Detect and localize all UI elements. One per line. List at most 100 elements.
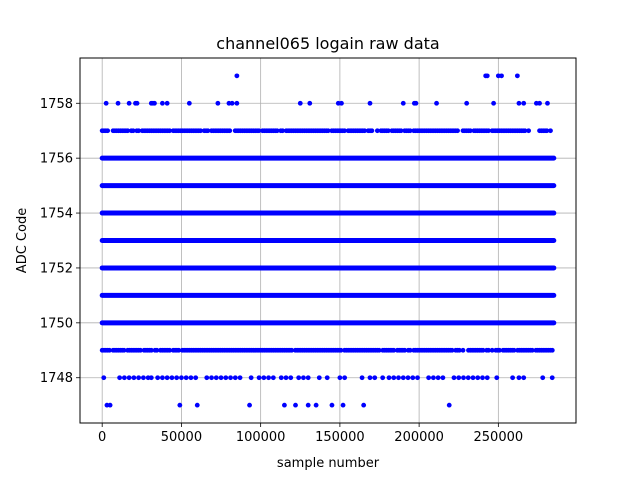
x-tick-label: 0 — [98, 430, 106, 445]
data-point — [470, 375, 476, 381]
data-point — [398, 128, 404, 134]
data-point — [148, 347, 154, 353]
data-point — [391, 375, 397, 381]
data-point — [435, 375, 441, 381]
data-point — [480, 347, 486, 353]
data-point — [164, 100, 170, 106]
data-point — [305, 402, 311, 408]
data-point — [121, 347, 127, 353]
axis-ticks: 0 50000 100000 150000 200000 250000 1748 1750 17… — [40, 97, 523, 445]
data-point — [204, 375, 210, 381]
plot-frame — [79, 57, 577, 424]
data-point — [215, 100, 221, 106]
data-point — [342, 128, 347, 134]
data-point — [521, 375, 527, 381]
data-point — [313, 402, 319, 408]
data-point — [455, 128, 460, 134]
data-point — [234, 100, 240, 106]
data-point — [460, 347, 466, 353]
chart-title: channel065 logain raw data — [216, 34, 439, 53]
data-point — [296, 375, 302, 381]
data-point — [451, 375, 457, 381]
x-axis-label: sample number — [277, 456, 380, 471]
data-point — [342, 375, 348, 381]
data-point — [475, 375, 481, 381]
data-point — [125, 128, 131, 134]
data-point — [372, 375, 378, 381]
data-point — [486, 347, 491, 353]
data-point — [494, 375, 500, 381]
data-point — [160, 100, 165, 106]
data-point — [154, 347, 160, 353]
data-point — [256, 375, 262, 381]
data-point — [136, 128, 142, 134]
data-point — [280, 128, 285, 134]
data-point — [434, 100, 439, 106]
data-point — [400, 100, 406, 106]
data-point — [376, 347, 382, 353]
y-tick-label: 1752 — [40, 261, 73, 276]
data-point — [549, 375, 555, 381]
data-point — [270, 375, 276, 381]
data-point — [134, 100, 140, 106]
data-point — [288, 375, 294, 381]
data-level-1749 — [99, 347, 555, 353]
data-point — [400, 375, 406, 381]
data-point — [228, 375, 233, 381]
data-point — [413, 100, 419, 106]
data-point — [261, 375, 267, 381]
data-point — [526, 128, 532, 134]
data-point — [499, 73, 504, 79]
data-point — [456, 347, 462, 353]
data-point — [361, 402, 367, 408]
data-point — [380, 375, 386, 381]
data-point — [209, 375, 214, 381]
data-point — [256, 128, 262, 134]
data-point — [484, 375, 490, 381]
data-point — [480, 375, 485, 381]
data-point — [497, 347, 502, 353]
data-points — [99, 73, 557, 408]
data-point — [278, 375, 284, 381]
data-point — [103, 100, 109, 106]
data-point — [248, 375, 254, 381]
data-point — [266, 375, 271, 381]
data-point — [229, 100, 235, 106]
data-point — [301, 375, 306, 381]
data-point — [405, 375, 411, 381]
data-point — [339, 100, 344, 106]
data-point — [402, 347, 408, 353]
data-point — [449, 347, 455, 353]
data-point — [283, 375, 289, 381]
data-point — [274, 128, 280, 134]
data-point — [107, 347, 112, 353]
data-point — [340, 402, 346, 408]
data-point — [205, 128, 211, 134]
data-point — [138, 347, 143, 353]
data-point — [514, 73, 520, 79]
data-point — [391, 347, 397, 353]
data-point — [152, 100, 157, 106]
data-point — [461, 375, 466, 381]
x-tick-label: 100000 — [236, 430, 286, 445]
data-point — [430, 375, 436, 381]
data-point — [410, 375, 416, 381]
data-point — [101, 375, 107, 381]
data-point — [198, 128, 203, 134]
data-point — [232, 375, 238, 381]
data-point — [522, 128, 528, 134]
data-point — [544, 128, 550, 134]
data-point — [464, 100, 470, 106]
data-point — [359, 375, 365, 381]
data-point — [130, 128, 136, 134]
data-point — [491, 100, 496, 106]
data-point — [537, 100, 542, 106]
data-point — [386, 375, 392, 381]
y-tick-label: 1748 — [40, 371, 73, 386]
data-point — [186, 100, 192, 106]
data-point — [115, 100, 121, 106]
data-point — [167, 347, 173, 353]
data-point — [338, 347, 344, 353]
data-point — [307, 100, 313, 106]
data-point — [234, 73, 240, 79]
